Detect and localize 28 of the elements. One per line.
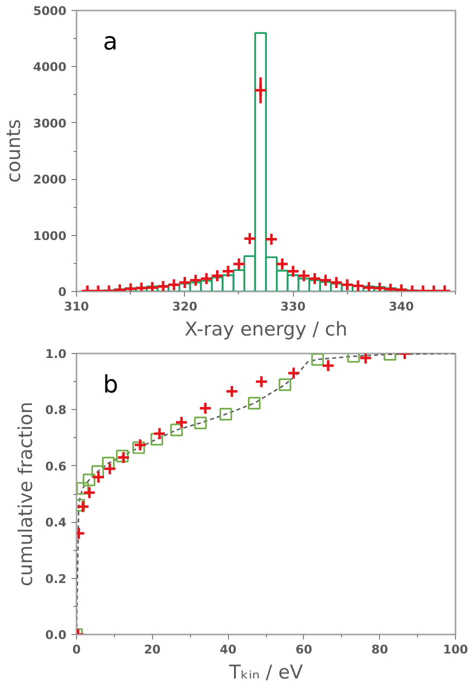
y-tick-label: 1000 (33, 228, 67, 243)
x-tick-label: 340 (388, 300, 414, 314)
y-tick-label: 4000 (33, 60, 67, 74)
y-tick-label: 2000 (33, 172, 67, 187)
x-tick-label: 320 (172, 300, 198, 314)
y-axis-title: counts (3, 119, 26, 183)
x-tick-label: 60 (296, 642, 312, 656)
x-tick-label: 310 (64, 300, 90, 314)
y-tick-label: 3000 (33, 116, 67, 130)
x-tick-label: 80 (371, 642, 388, 656)
x-axis-title: X-ray energy / ch (184, 318, 348, 340)
x-tick-label: 40 (220, 642, 236, 656)
y-tick-label: 0.6 (45, 459, 67, 474)
x-axis-title: Tₖᵢₙ / eV (228, 662, 303, 684)
y-axis-title: cumulative fraction (15, 402, 38, 586)
y-tick-label: 1.0 (45, 347, 67, 361)
y-tick-label: 0.4 (45, 516, 67, 530)
y-tick-label: 0.8 (45, 403, 67, 418)
annotation: b (103, 370, 118, 398)
y-tick-label: 0 (58, 285, 67, 299)
x-tick-label: 100 (442, 642, 468, 656)
y-tick-label: 0.2 (45, 572, 67, 586)
x-tick-label: 20 (144, 642, 161, 656)
y-tick-label: 5000 (33, 4, 67, 18)
annotation: a (103, 27, 118, 56)
x-tick-label: 0 (72, 642, 81, 656)
x-tick-label: 330 (280, 300, 306, 314)
y-tick-label: 0.0 (45, 628, 67, 642)
